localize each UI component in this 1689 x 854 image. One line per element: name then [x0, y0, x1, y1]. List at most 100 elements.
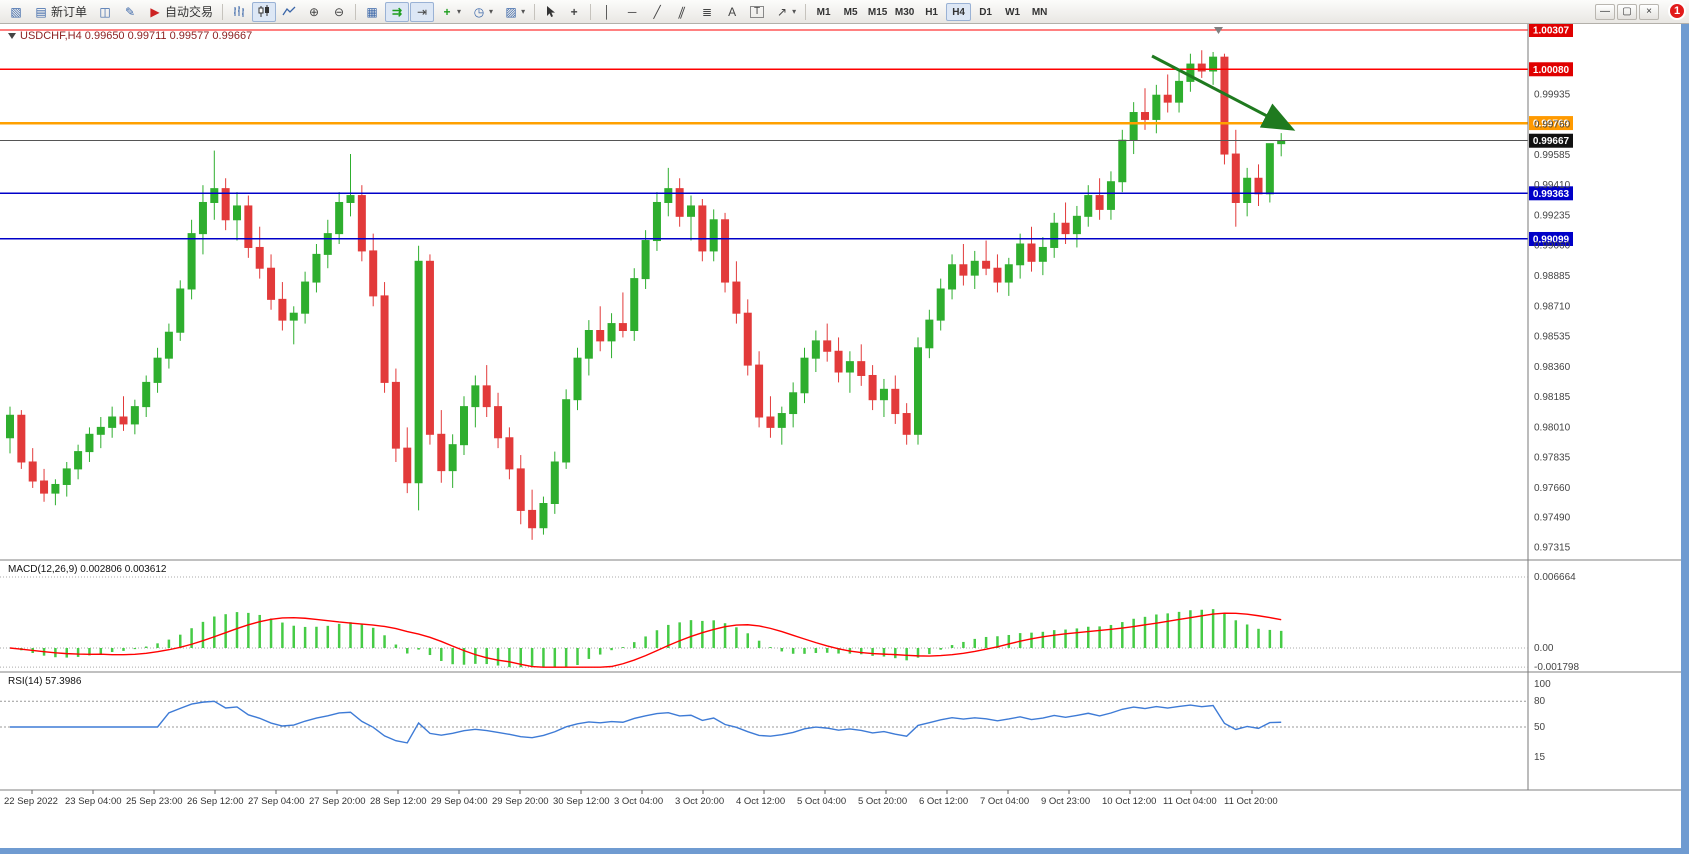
- price-axis-label: 0.99760: [1534, 120, 1571, 131]
- crosshair-button[interactable]: +: [562, 2, 586, 22]
- candle: [403, 447, 412, 484]
- candle: [618, 323, 627, 332]
- time-axis-label: 9 Oct 23:00: [1041, 796, 1090, 807]
- timeframe-M5[interactable]: M5: [838, 3, 863, 21]
- toolbar-separator: [355, 3, 357, 20]
- candlestick-chart-button[interactable]: [252, 1, 277, 22]
- candle: [164, 331, 173, 359]
- trend-arrow-annotation[interactable]: [1151, 54, 1296, 131]
- timeframe-H4[interactable]: H4: [946, 3, 972, 22]
- text-tool-button[interactable]: A: [720, 2, 744, 22]
- collapse-triangle-icon[interactable]: [8, 33, 16, 39]
- tile-windows-button[interactable]: ▦: [360, 2, 384, 22]
- candle: [17, 414, 26, 463]
- timeframe-D1[interactable]: D1: [973, 3, 998, 21]
- candle: [1254, 177, 1263, 195]
- symbol-info-line: USDCHF,H4 0.99650 0.99711 0.99577 0.9966…: [20, 30, 252, 42]
- candle: [766, 416, 775, 428]
- candle: [1231, 153, 1240, 203]
- chart-shift-button[interactable]: ⇥: [410, 1, 435, 22]
- candle: [914, 347, 922, 435]
- candle: [221, 188, 230, 221]
- horizontal-line-icon: ─: [627, 4, 637, 19]
- trendline-button[interactable]: ╱: [645, 2, 669, 22]
- vertical-line-icon: │: [603, 4, 611, 19]
- tile-windows-icon: ▦: [366, 4, 378, 19]
- periods-button[interactable]: ◷ ▾: [467, 2, 498, 22]
- price-axis-label: 0.99060: [1534, 241, 1571, 252]
- candle: [6, 414, 14, 439]
- time-axis-label: 30 Sep 12:00: [553, 796, 610, 807]
- minimize-button[interactable]: —: [1595, 3, 1615, 20]
- timeframe-W1[interactable]: W1: [1000, 3, 1025, 21]
- candle: [1061, 222, 1070, 235]
- price-axis-label: 0.97315: [1534, 543, 1571, 554]
- channel-icon: ∥: [676, 4, 688, 19]
- chevron-down-icon: ▾: [521, 7, 526, 16]
- rsi-axis-label: 80: [1534, 696, 1546, 707]
- price-badge: [1529, 133, 1573, 148]
- indicators-button[interactable]: + ▾: [435, 2, 466, 22]
- fibonacci-button[interactable]: ≣: [695, 2, 719, 22]
- metaeditor-button[interactable]: ✎: [118, 2, 142, 22]
- vertical-line-button[interactable]: │: [595, 2, 619, 22]
- fibonacci-icon: ≣: [702, 4, 713, 19]
- new-order-button[interactable]: ▤ 新订单: [29, 2, 92, 22]
- new-chart-button[interactable]: ▧: [4, 2, 28, 22]
- arrows-tool-button[interactable]: ↗ ▾: [770, 2, 801, 22]
- candle: [936, 288, 945, 321]
- autotrading-button[interactable]: ▶ 自动交易: [143, 2, 218, 22]
- line-chart-button[interactable]: [277, 2, 301, 22]
- candle: [732, 281, 741, 314]
- timeframe-M15[interactable]: M15: [865, 3, 890, 21]
- candle: [198, 201, 207, 235]
- timeframe-H1[interactable]: H1: [919, 3, 944, 21]
- timeframe-MN[interactable]: MN: [1027, 3, 1052, 21]
- time-axis-label: 5 Oct 20:00: [858, 796, 907, 807]
- candle: [584, 330, 593, 359]
- candle: [1152, 94, 1161, 120]
- rsi-axis-label: 50: [1534, 722, 1546, 733]
- clock-icon: ◷: [473, 4, 485, 19]
- candle: [1175, 80, 1184, 103]
- close-button[interactable]: ×: [1639, 3, 1659, 20]
- horizontal-line-button[interactable]: ─: [620, 2, 644, 22]
- candle: [312, 253, 321, 283]
- chart-shift-marker[interactable]: [1214, 27, 1223, 34]
- zoom-in-button[interactable]: ⊕: [302, 2, 326, 22]
- zoom-out-button[interactable]: ⊖: [327, 2, 351, 22]
- candle: [301, 281, 310, 314]
- time-axis-label: 23 Sep 04:00: [65, 796, 122, 807]
- bar-chart-button[interactable]: [227, 2, 251, 22]
- timeframe-M30[interactable]: M30: [892, 3, 917, 21]
- candle: [335, 201, 344, 235]
- macd-signal-line: [9, 612, 1282, 668]
- price-axis-label: 0.98010: [1534, 422, 1571, 433]
- candle: [369, 250, 378, 297]
- templates-button[interactable]: ▨ ▾: [499, 2, 530, 22]
- restore-button[interactable]: ▢: [1617, 3, 1637, 20]
- candle: [789, 392, 798, 415]
- candle: [267, 267, 276, 300]
- candle: [857, 361, 866, 376]
- text-label-button[interactable]: T: [745, 2, 769, 22]
- equidistant-channel-button[interactable]: ∥: [670, 2, 694, 22]
- candle: [1209, 56, 1218, 72]
- cursor-button[interactable]: [539, 2, 561, 22]
- toolbar-separator: [534, 3, 536, 20]
- candle: [573, 357, 582, 401]
- window-frame-right: [1681, 24, 1689, 854]
- candle: [550, 461, 559, 505]
- candle: [982, 260, 991, 269]
- rsi-line: [10, 700, 1282, 744]
- candlestick-series: [6, 50, 1286, 540]
- auto-scroll-button[interactable]: ⇉: [385, 1, 410, 22]
- notification-badge[interactable]: 1: [1668, 2, 1686, 20]
- chevron-down-icon: ▾: [792, 7, 797, 16]
- chart-area[interactable]: 1.00307 1.00080 0.99769 0.99667 0.99363 0.990…: [0, 24, 1689, 854]
- timeframe-M1[interactable]: M1: [811, 3, 836, 21]
- candle: [562, 399, 571, 463]
- price-axis-label: 0.99935: [1534, 89, 1571, 100]
- price-axis-label: 0.97660: [1534, 483, 1571, 494]
- profiles-button[interactable]: ◫: [93, 2, 117, 22]
